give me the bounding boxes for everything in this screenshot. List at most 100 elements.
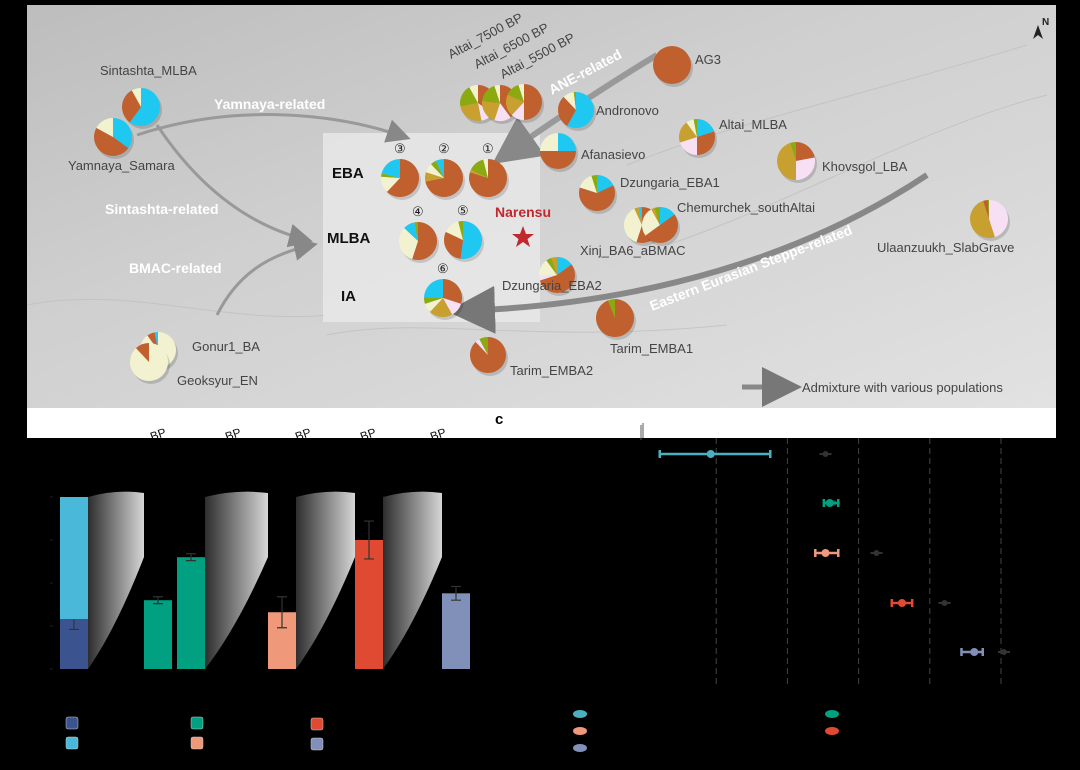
rotated-axis-label: BP <box>223 425 243 438</box>
pie-slice-brown <box>983 200 989 219</box>
error-bar <box>451 585 461 601</box>
flow-ribbon <box>296 491 355 669</box>
pie-slice-brown <box>93 127 129 157</box>
pie-slice-olive <box>573 92 576 110</box>
pie-slice-cyan <box>381 159 400 178</box>
pie-slice-cream <box>483 159 488 178</box>
pie-slice-olive <box>381 173 400 178</box>
population-label: Altai_MLBA <box>719 117 787 132</box>
population-label: Ulaanzuukh_SlabGrave <box>877 240 1014 255</box>
pie-slice-olive <box>790 142 796 161</box>
pie-tarim-emba2 <box>470 337 508 376</box>
pie-slice-olive <box>693 119 697 137</box>
pie-slice-cyan <box>129 88 160 126</box>
pie-slice-gold <box>970 200 995 238</box>
flow-arrow-bmac <box>215 237 318 316</box>
pie-slice-olive <box>987 200 989 219</box>
pie-tarim-emba1 <box>595 299 636 340</box>
reference-point <box>873 550 880 556</box>
legend-swatch <box>190 716 204 730</box>
legend-marker <box>573 727 587 735</box>
pie-slice-cyan <box>567 92 594 128</box>
pie-slice-cream <box>563 92 576 110</box>
legend-marker <box>825 727 839 735</box>
pie-slice-cyan <box>558 133 576 151</box>
pie-slice-gold <box>679 122 697 143</box>
rotated-axis-label: BP <box>428 425 448 438</box>
bar-6-segment-1 <box>442 593 470 669</box>
pie-slice-brown <box>645 214 679 243</box>
flow-arrow-eastern-steppe <box>447 172 929 334</box>
population-label: Geoksyur_EN <box>177 373 258 388</box>
pie-slice-olive <box>470 159 488 178</box>
legend-marker <box>825 710 839 718</box>
pie-slice-cream <box>399 227 418 260</box>
pie-slice-gold <box>506 94 524 116</box>
period-eba: EBA <box>332 165 364 182</box>
bar-1-segment-2 <box>60 497 88 620</box>
pie-slice-cyan <box>697 119 715 137</box>
pie-slice-cream <box>445 221 463 240</box>
pie-slice-brown <box>578 185 615 212</box>
north-arrow-icon <box>1033 25 1043 39</box>
pie-slice-brown <box>425 159 463 197</box>
pie-ulaanzuukh-slabgrave <box>970 200 1010 241</box>
error-bar <box>364 520 374 560</box>
estimate-ci <box>960 648 984 656</box>
pie-slice-brown <box>653 46 691 84</box>
bar-3-segment-1 <box>177 557 205 669</box>
error-bar <box>69 608 79 631</box>
pie-slice-pink <box>539 275 557 281</box>
pie-number-label: ④ <box>412 204 424 219</box>
pie-slice-cream <box>539 260 557 275</box>
pie-altai-5500-bp <box>506 84 544 123</box>
population-label: Chemurchek_southAltai <box>677 200 815 215</box>
reference-point <box>831 500 837 506</box>
pie-slice-cream <box>381 176 400 192</box>
flow-ribbon <box>205 491 268 669</box>
pie-slice-gold <box>776 142 796 180</box>
estimate-ci <box>658 450 772 458</box>
pie-slice-olive <box>507 84 524 102</box>
narensu-star-icon <box>512 226 534 247</box>
rotated-axis-label: BP <box>293 425 313 438</box>
flow-label-yamnaya: Yamnaya-related <box>214 96 325 112</box>
pie-slice-cyan <box>424 279 443 298</box>
population-label: Tarim_EMBA1 <box>610 341 693 356</box>
population-label: Tarim_EMBA2 <box>510 363 593 378</box>
pie-slice-cream <box>96 118 113 137</box>
pie-slice-cream <box>425 164 444 178</box>
pie-slice-cream <box>642 209 660 236</box>
flow-label-ane: ANE-related <box>546 46 624 98</box>
flow-ribbon <box>88 491 144 669</box>
pie-dzungaria-eba2 <box>539 257 577 296</box>
flow-ribbon <box>383 491 442 669</box>
pie-slice-brown <box>386 159 420 198</box>
pie-slice-gold <box>551 257 557 275</box>
panel-c-label: c <box>495 411 503 428</box>
pie-dzungaria-eba1 <box>578 175 617 214</box>
pie-slice-pink <box>443 298 462 315</box>
reference-point <box>822 451 829 457</box>
pie-number-label: ③ <box>394 141 406 156</box>
legend-swatch <box>310 737 324 751</box>
population-label: Gonur1_BA <box>192 339 260 354</box>
estimate-point <box>821 549 830 557</box>
bar-2-segment-1 <box>144 600 172 669</box>
pie-altai-mlba <box>679 119 717 158</box>
legend-swatch <box>65 716 79 730</box>
reference-point <box>1001 649 1007 655</box>
rotated-axis-label: BP <box>148 425 168 438</box>
pie-slice-brown <box>135 343 149 362</box>
pie-slice-gold <box>634 207 642 225</box>
flow-arrow-yamnaya <box>136 113 411 143</box>
pie-afanasievo <box>540 133 578 172</box>
pie-slice-cream <box>518 84 524 102</box>
pie-slice-olive <box>458 221 463 240</box>
pie-slice-pink <box>679 137 697 155</box>
pie-slice-gold <box>429 298 453 317</box>
flow-arrow-sintashta <box>155 124 313 248</box>
panel-pie-5 <box>443 221 484 262</box>
legend-admixture-text: Admixture with various populations <box>802 380 1003 395</box>
